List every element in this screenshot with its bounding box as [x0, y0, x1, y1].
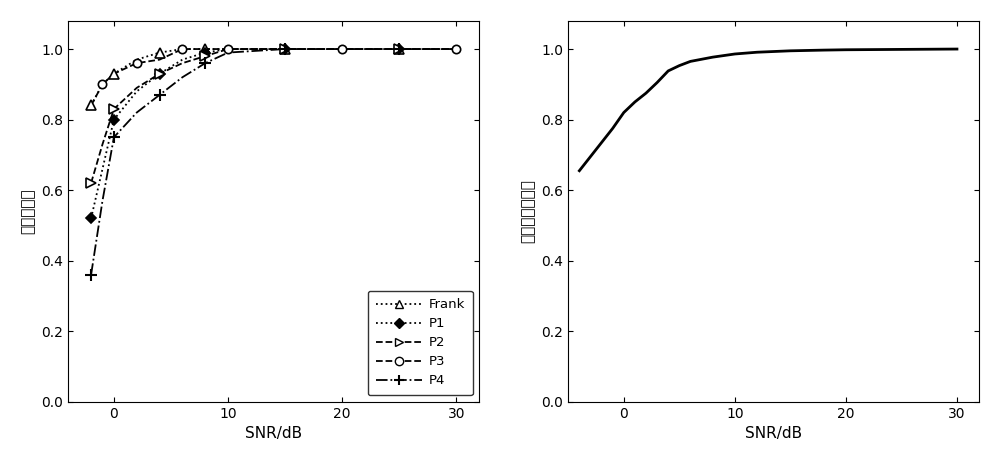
Line: P4: P4 — [86, 43, 405, 280]
Line: P2: P2 — [86, 44, 404, 188]
P3 — [336, 46, 348, 52]
P1 — [85, 216, 97, 221]
P1 — [279, 46, 291, 52]
P2 — [85, 180, 97, 186]
P2 — [199, 53, 211, 59]
P4 — [108, 134, 120, 140]
P4 — [393, 46, 405, 52]
P2 — [393, 46, 405, 52]
P1 — [154, 71, 166, 77]
Line: Frank: Frank — [86, 44, 404, 110]
P3 — [96, 82, 108, 87]
P3 — [222, 46, 234, 52]
X-axis label: SNR/dB: SNR/dB — [245, 426, 302, 441]
Frank — [393, 46, 405, 52]
P3 — [176, 46, 188, 52]
Frank — [108, 71, 120, 77]
P2 — [154, 71, 166, 77]
Frank — [154, 50, 166, 55]
Y-axis label: 正确识别率: 正确识别率 — [21, 188, 36, 234]
X-axis label: SNR/dB: SNR/dB — [745, 426, 802, 441]
P4 — [154, 92, 166, 97]
P4 — [85, 272, 97, 278]
P3 — [131, 61, 143, 66]
P1 — [108, 117, 120, 122]
Frank — [85, 103, 97, 108]
Legend: Frank, P1, P2, P3, P4: Frank, P1, P2, P3, P4 — [368, 291, 473, 395]
P4 — [279, 46, 291, 52]
P2 — [108, 106, 120, 112]
Frank — [199, 46, 211, 52]
Line: P3: P3 — [98, 45, 461, 89]
P1 — [199, 50, 211, 55]
Line: P1: P1 — [88, 46, 403, 222]
Frank — [279, 46, 291, 52]
Y-axis label: 总体正确识别率: 总体正确识别率 — [521, 179, 536, 243]
P2 — [279, 46, 291, 52]
P1 — [393, 46, 405, 52]
P3 — [450, 46, 462, 52]
P4 — [199, 61, 211, 66]
